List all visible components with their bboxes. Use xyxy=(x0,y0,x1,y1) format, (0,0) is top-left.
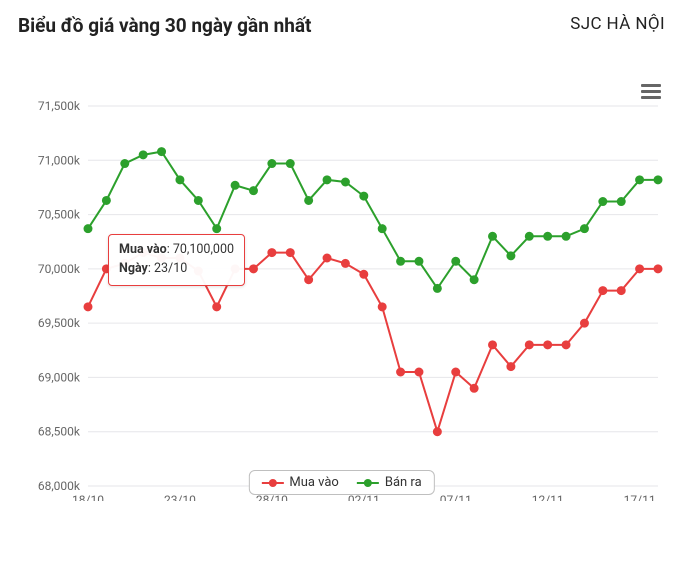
chart-legend: Mua vào Bán ra xyxy=(248,470,434,495)
tooltip-date-label: Ngày xyxy=(119,261,148,276)
legend-item-mua_vao[interactable]: Mua vào xyxy=(261,475,339,490)
legend-label: Mua vào xyxy=(289,475,339,490)
legend-label: Bán ra xyxy=(385,475,422,490)
svg-text:71,000k: 71,000k xyxy=(38,153,81,167)
svg-text:68,000k: 68,000k xyxy=(38,479,81,493)
legend-item-ban_ra[interactable]: Bán ra xyxy=(357,475,422,490)
tooltip-series-value: 70,100,000 xyxy=(173,242,234,257)
svg-text:69,000k: 69,000k xyxy=(38,370,81,384)
svg-text:17/11: 17/11 xyxy=(624,493,656,501)
legend-swatch xyxy=(261,478,283,488)
legend-swatch xyxy=(357,478,379,488)
svg-text:71,500k: 71,500k xyxy=(38,99,81,113)
chart-header: Biểu đồ giá vàng 30 ngày gần nhất SJC HÀ… xyxy=(18,14,665,37)
chart-container: Biểu đồ giá vàng 30 ngày gần nhất SJC HÀ… xyxy=(0,0,683,561)
tooltip-series-label: Mua vào xyxy=(119,242,167,257)
svg-text:18/10: 18/10 xyxy=(72,493,104,501)
chart-tooltip: Mua vào: 70,100,000 Ngày: 23/10 xyxy=(108,234,245,286)
svg-text:12/11: 12/11 xyxy=(532,493,564,501)
svg-text:70,000k: 70,000k xyxy=(38,262,81,276)
tooltip-date-value: 23/10 xyxy=(154,261,187,276)
svg-text:68,500k: 68,500k xyxy=(38,425,81,439)
svg-text:70,500k: 70,500k xyxy=(38,208,81,222)
svg-text:07/11: 07/11 xyxy=(440,493,472,501)
chart-plot-area[interactable]: 68,000k 68,500k 69,000k 69,500k 70,000k 70,50… xyxy=(18,41,665,501)
chart-unit: SJC HÀ NỘI xyxy=(570,14,665,34)
chart-title: Biểu đồ giá vàng 30 ngày gần nhất xyxy=(18,14,311,37)
svg-text:23/10: 23/10 xyxy=(164,493,196,501)
svg-text:69,500k: 69,500k xyxy=(38,316,81,330)
